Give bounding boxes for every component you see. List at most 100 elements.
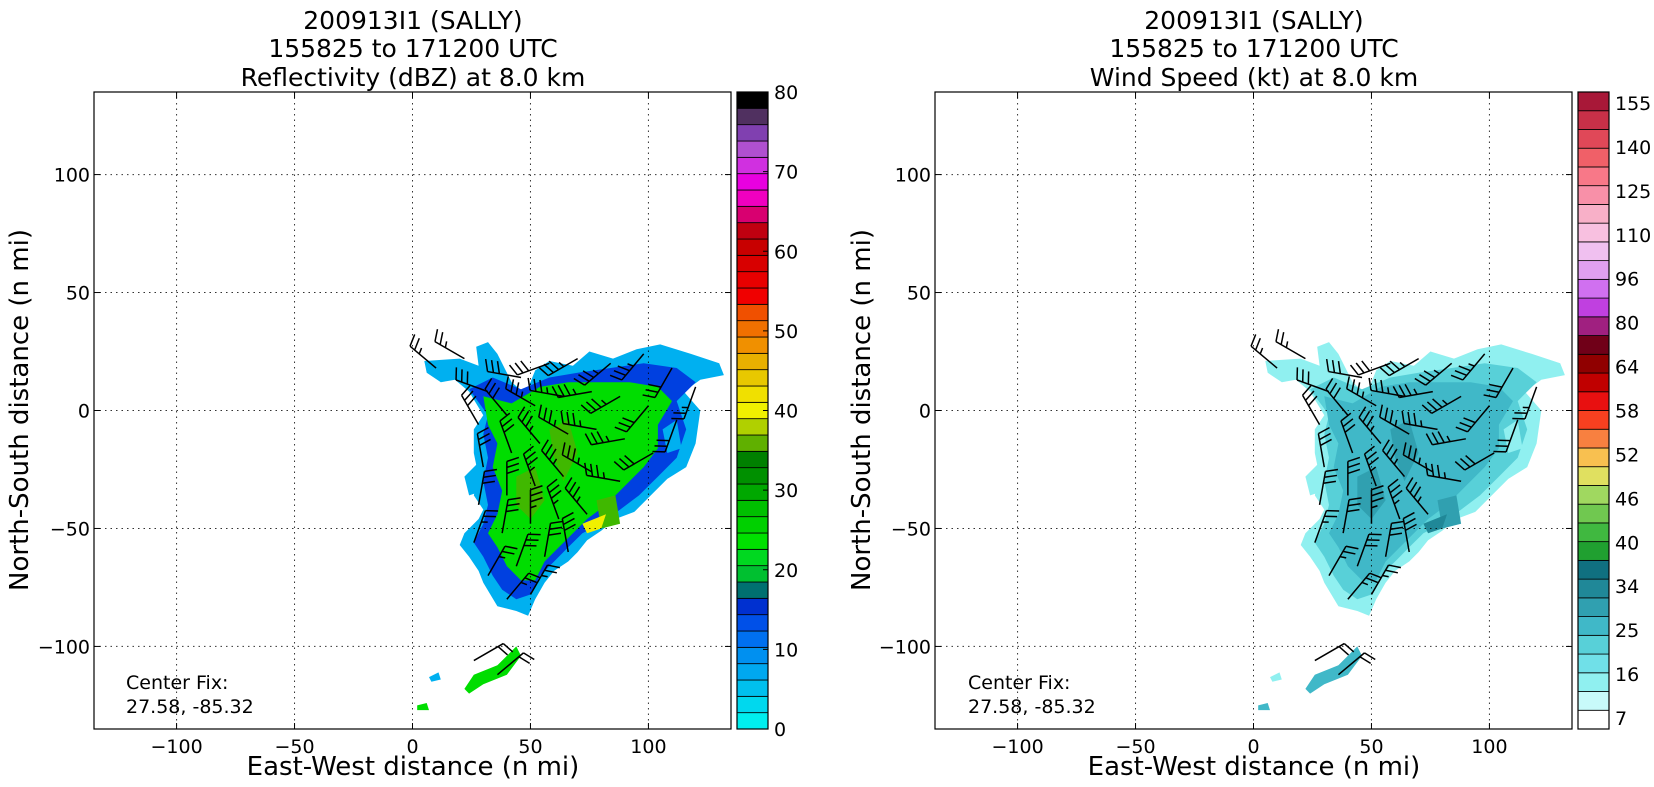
reflectivity-barb-24 (613, 452, 654, 471)
wind-speed-ytick-label-2: 0 (919, 401, 931, 423)
wind-speed-barb-flag-1-1 (1280, 332, 1285, 345)
reflectivity-barb-flag-25-2 (482, 480, 496, 484)
wind-speed-barb-flag-34-2 (1391, 489, 1403, 499)
wind-speed-barb-half-12 (1361, 391, 1365, 398)
wind-speed-barb-33 (1370, 485, 1384, 524)
reflectivity-barb-flag-35-1 (568, 481, 577, 494)
wind-speed-barb-flag-13-1 (1374, 378, 1378, 392)
wind-speed-colorbar-tick-label-12: 125 (1615, 181, 1651, 203)
wind-speed-barb-26 (1347, 456, 1361, 496)
wind-speed-barb-flag-26-1 (1347, 462, 1361, 469)
wind-speed-center-fix-label: Center Fix: (968, 672, 1070, 694)
reflectivity-barb-flag-3-0 (484, 358, 489, 372)
wind-speed-barb-flag-13-2 (1380, 379, 1384, 393)
wind-speed-barb-flag-19-1 (1342, 418, 1354, 428)
wind-speed-barb-flag-27-2 (1368, 456, 1380, 466)
wind-speed-barb-half-41 (1382, 574, 1389, 578)
reflectivity-barb-flag-40-1 (524, 577, 537, 584)
reflectivity-barb-26 (506, 456, 520, 496)
reflectivity-barb-flag-8-2 (648, 383, 662, 388)
wind-speed-barb-42 (1314, 642, 1355, 662)
wind-speed-colorbar-tick-label-8: 64 (1615, 357, 1639, 379)
wind-speed-barb-flag-19-2 (1344, 423, 1356, 433)
wind-speed-barb-flag-8-2 (1489, 383, 1503, 388)
wind-speed-barb-flag-27-1 (1366, 451, 1377, 461)
reflectivity-barb-flag-7-1 (613, 369, 626, 377)
reflectivity-axis-ticks: −100 −50 0 50 100 −100 −50 0 50 100 (38, 92, 731, 758)
reflectivity-barb-flag-42-1 (497, 646, 509, 656)
reflectivity-barb-flag-32-2 (505, 508, 519, 513)
reflectivity-barb-flag-16-2 (622, 417, 635, 424)
reflectivity-barb-flag-26-2 (506, 468, 520, 475)
wind-speed-barb-half-15 (1442, 399, 1448, 405)
reflectivity-colorbar-bin-20 (736, 385, 769, 403)
wind-speed-barb-flag-20-0 (1358, 406, 1367, 418)
reflectivity-barb-flag-36-0 (504, 545, 518, 550)
reflectivity-barb-27 (522, 445, 539, 487)
wind-speed-barb-half-21 (1394, 419, 1398, 427)
wind-speed-barb-flag-21-2 (1389, 410, 1394, 424)
wind-speed-barb-flag-32-2 (1346, 508, 1360, 513)
wind-speed-barb-flag-7-0 (1450, 374, 1464, 381)
wind-speed-barb-flag-26-0 (1347, 456, 1361, 463)
reflectivity-barb-36 (487, 545, 518, 577)
reflectivity-barb-flag-8-0 (642, 394, 656, 399)
wind-speed-barb-16 (1455, 405, 1491, 433)
reflectivity-barb-half-13 (546, 387, 549, 394)
wind-speed-colorbar-bin-3 (1577, 653, 1610, 674)
wind-speed-barb-24 (1454, 452, 1495, 471)
wind-speed-barb-10 (1301, 385, 1321, 426)
wind-speed-colorbar-bin-4 (1577, 634, 1610, 655)
wind-speed-barb-flag-14-0 (1392, 386, 1400, 398)
reflectivity-colorbar-bin-21 (736, 369, 769, 387)
reflectivity-colorbar-bin-36 (736, 124, 769, 142)
reflectivity-barb-18 (476, 426, 491, 468)
wind-speed-colorbar-tick-label-14: 155 (1615, 93, 1651, 115)
wind-speed-barb-half-27 (1370, 466, 1377, 472)
reflectivity-barb-flag-10-1 (463, 390, 474, 401)
reflectivity-barb-6 (573, 362, 612, 386)
wind-speed-barb-flag-32-0 (1348, 497, 1362, 501)
reflectivity-barb-42 (473, 642, 514, 662)
wind-speed-barb-11 (1325, 378, 1349, 416)
reflectivity-barb-28 (540, 439, 565, 478)
wind-speed-barb-flag-18-2 (1320, 438, 1332, 447)
reflectivity-barb-25 (477, 468, 498, 506)
reflectivity-barb-15 (580, 395, 621, 414)
reflectivity-title-line-1: 200913I1 (SALLY) (303, 6, 522, 35)
reflectivity-barb-32 (501, 497, 521, 534)
reflectivity-barb-19 (499, 412, 515, 454)
reflectivity-barb-33 (529, 485, 543, 524)
wind-speed-barb-flag-4-1 (1355, 362, 1365, 374)
reflectivity-barb-5 (538, 357, 579, 377)
wind-speed-barb-flag-28-1 (1385, 443, 1394, 456)
reflectivity-barb-flag-12-0 (505, 376, 510, 389)
reflectivity-barb-41 (529, 564, 561, 595)
reflectivity-center-fix-value: 27.58, -85.32 (126, 696, 254, 718)
wind-speed-barb-half-5 (1399, 361, 1406, 368)
reflectivity-barb-37 (515, 533, 541, 567)
wind-speed-barb-32 (1342, 497, 1362, 534)
reflectivity-barb-flag-15-1 (585, 401, 597, 411)
reflectivity-barb-half-29 (577, 457, 580, 464)
wind-speed-barb-flag-5-1 (1384, 363, 1395, 374)
reflectivity-barb-34 (546, 478, 562, 520)
wind-speed-colorbar-bin-28 (1577, 185, 1610, 205)
reflectivity-colorbar-bin-11 (736, 532, 769, 550)
wind-speed-barb-flag-12-2 (1356, 382, 1361, 395)
wind-speed-colorbar-bin-16 (1577, 410, 1610, 430)
reflectivity-barb-flag-42-0 (502, 643, 514, 653)
reflectivity-colorbar-bin-23 (736, 336, 769, 354)
reflectivity-barb-flag-12-2 (515, 382, 520, 395)
reflectivity-field-blob-0 (464, 646, 521, 694)
reflectivity-colorbar-bin-8 (736, 581, 769, 599)
reflectivity-barb-11 (484, 378, 508, 416)
reflectivity-barb-8 (642, 367, 673, 399)
wind-speed-barb-flag-36-1 (1342, 550, 1356, 555)
reflectivity-colorbar-bin-35 (736, 140, 769, 158)
reflectivity-barb-staff-42 (473, 642, 504, 662)
reflectivity-barb-flag-34-2 (550, 489, 562, 499)
wind-speed-barb-flag-28-2 (1389, 448, 1398, 461)
wind-speed-barb-flag-24-0 (1454, 461, 1466, 471)
wind-speed-colorbar-bin-21 (1577, 316, 1610, 336)
